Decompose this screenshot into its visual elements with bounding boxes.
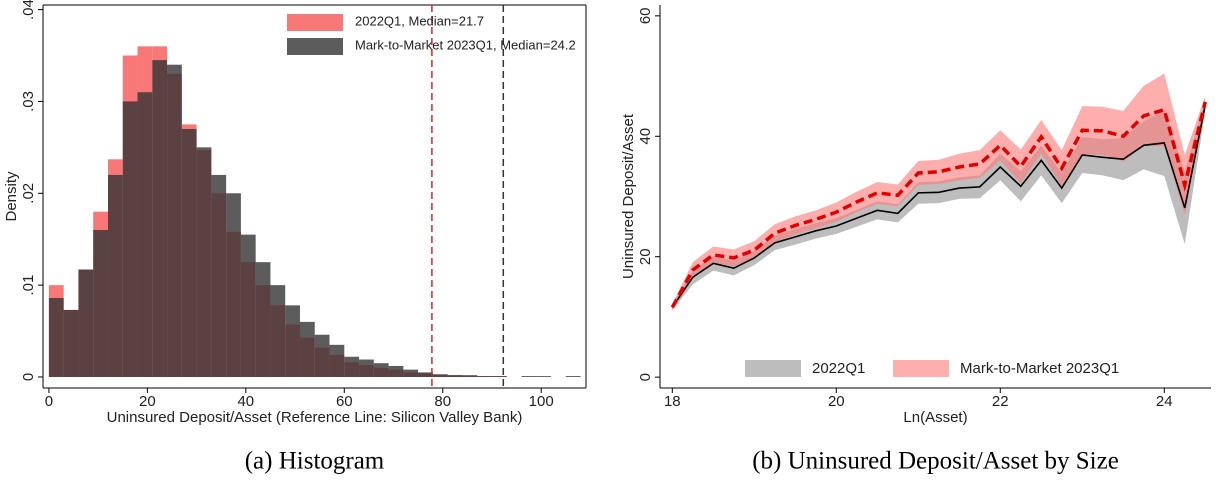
x-tick-label: 18 <box>664 393 681 410</box>
bar <box>536 376 552 377</box>
bar <box>122 101 138 377</box>
bar <box>107 174 123 377</box>
bar <box>63 309 79 377</box>
bar <box>152 60 168 377</box>
x-axis-label: Ln(Asset) <box>903 409 967 426</box>
bar <box>93 230 108 377</box>
bar <box>432 374 448 377</box>
x-tick-label: 80 <box>434 393 451 410</box>
series-line <box>671 104 1207 308</box>
caption: (a) Histogram <box>245 448 385 475</box>
bar <box>167 64 182 377</box>
y-tick-label: .02 <box>20 183 37 204</box>
legend-swatch <box>287 14 343 31</box>
bar <box>48 297 64 377</box>
bar <box>226 193 241 377</box>
x-tick-label: 100 <box>529 393 554 410</box>
y-tick-label: .04 <box>20 0 37 20</box>
bar <box>240 234 256 377</box>
caption: (b) Uninsured Deposit/Asset by Size <box>752 448 1119 475</box>
bar <box>447 375 463 377</box>
bar <box>329 344 345 377</box>
x-tick-label: 0 <box>45 393 53 410</box>
x-tick-label: 22 <box>992 393 1009 410</box>
legend-swatch <box>745 360 801 377</box>
bar <box>181 128 197 377</box>
bar <box>255 262 271 377</box>
bar <box>565 376 581 377</box>
bar <box>521 376 537 377</box>
legend-label: Mark-to-Market 2023Q1 <box>960 360 1119 377</box>
bar <box>314 334 330 377</box>
confidence-band <box>672 73 1206 311</box>
series-line <box>670 101 1207 309</box>
bar <box>477 376 492 377</box>
y-tick-label: 60 <box>637 7 654 24</box>
y-tick-label: 0 <box>637 373 654 381</box>
y-tick-label: .01 <box>20 275 37 296</box>
x-axis-label: Uninsured Deposit/Asset (Reference Line:… <box>107 409 523 426</box>
bar <box>359 359 374 377</box>
bar <box>137 92 153 377</box>
legend-label: 2022Q1 <box>812 360 865 377</box>
x-tick-label: 40 <box>237 393 254 410</box>
y-tick-label: 0 <box>20 373 37 381</box>
bar <box>418 372 433 377</box>
y-tick-label: 40 <box>637 128 654 145</box>
x-tick-label: 24 <box>1156 393 1173 410</box>
bar <box>78 269 94 377</box>
bar <box>299 321 315 377</box>
legend-label: 2022Q1, Median=21.7 <box>355 13 484 28</box>
x-tick-label: 60 <box>336 393 353 410</box>
x-tick-label: 20 <box>139 393 156 410</box>
bar <box>344 356 360 377</box>
y-axis-label: Density <box>3 171 20 222</box>
bar <box>403 369 419 377</box>
bar <box>270 285 286 377</box>
bar <box>196 147 212 377</box>
legend-swatch <box>287 38 343 55</box>
bar <box>491 376 507 377</box>
bar <box>462 375 478 377</box>
bar <box>285 305 300 377</box>
y-tick-label: .03 <box>20 91 37 112</box>
legend-swatch <box>893 360 949 377</box>
legend-label: Mark-to-Market 2023Q1, Median=24.2 <box>355 37 576 52</box>
y-tick-label: 20 <box>637 248 654 265</box>
bar <box>388 365 404 377</box>
x-tick-label: 20 <box>828 393 845 410</box>
bar <box>211 174 227 377</box>
y-axis-label: Uninsured Deposit/Asset <box>620 113 637 279</box>
bar <box>373 363 389 377</box>
